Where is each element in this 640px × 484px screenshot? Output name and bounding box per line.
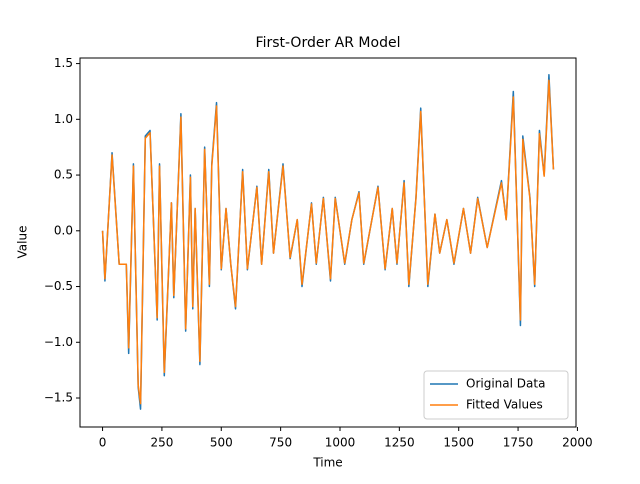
y-tick-label: 1.5 [54,56,73,70]
legend-box [423,370,569,420]
legend-label: Original Data [466,377,545,391]
x-tick-label: 1250 [384,436,415,450]
y-tick-label: −1.5 [44,391,73,405]
x-axis-label: Time [312,456,342,470]
chart-title: First-Order AR Model [256,35,401,51]
x-tick-label: 2000 [562,436,593,450]
y-tick-label: 1.0 [54,112,73,126]
y-tick-label: 0.5 [54,168,73,182]
y-axis-label: Value [16,226,30,259]
x-tick-label: 250 [150,436,173,450]
x-tick-label: 1500 [443,436,474,450]
x-tick-label: 0 [99,436,107,450]
legend-label: Fitted Values [466,398,543,412]
x-tick-label: 1000 [325,436,356,450]
axes-frame [79,57,577,428]
y-tick-label: −1.0 [44,335,73,349]
x-tick-label: 500 [210,436,233,450]
y-tick-label: 0.0 [54,223,73,237]
x-tick-label: 750 [269,436,292,450]
x-tick-label: 1750 [503,436,534,450]
y-tick-label: −0.5 [44,279,73,293]
data-line [101,79,555,405]
